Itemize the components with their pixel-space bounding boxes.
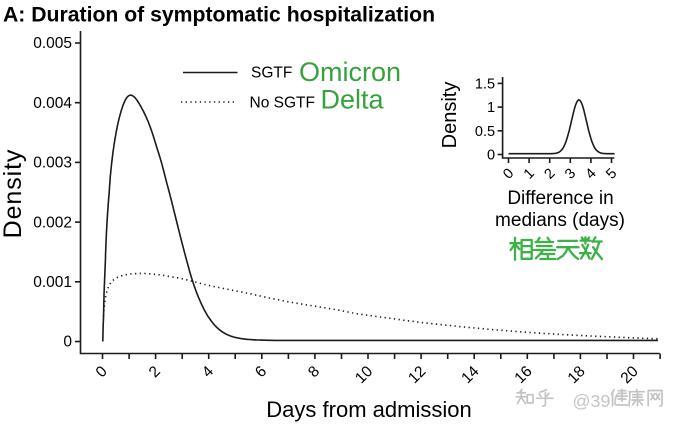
svg-text:0.5: 0.5: [475, 124, 495, 140]
svg-text:1: 1: [487, 100, 495, 116]
svg-text:Days from admission: Days from admission: [266, 397, 471, 422]
svg-text:0.001: 0.001: [33, 274, 72, 291]
svg-text:No SGTF: No SGTF: [250, 95, 315, 112]
svg-text:1.5: 1.5: [475, 76, 495, 92]
svg-text:Density: Density: [0, 149, 27, 239]
svg-text:0: 0: [487, 148, 495, 164]
svg-text:Density: Density: [439, 82, 461, 149]
svg-text:0.005: 0.005: [33, 35, 72, 52]
svg-text:0.002: 0.002: [33, 214, 72, 231]
svg-text:0.003: 0.003: [33, 155, 72, 172]
svg-text:A: Duration of symptomatic hos: A: Duration of symptomatic hospitalizati…: [3, 3, 435, 26]
svg-text:0.004: 0.004: [33, 95, 72, 112]
svg-text:Delta: Delta: [321, 85, 385, 115]
svg-text:Difference in: Difference in: [507, 188, 613, 209]
svg-text:0: 0: [63, 334, 72, 351]
svg-text:medians (days): medians (days): [495, 210, 625, 231]
svg-text:Omicron: Omicron: [299, 57, 401, 87]
svg-text:@39: @39: [573, 391, 611, 411]
svg-text:SGTF: SGTF: [251, 65, 292, 82]
